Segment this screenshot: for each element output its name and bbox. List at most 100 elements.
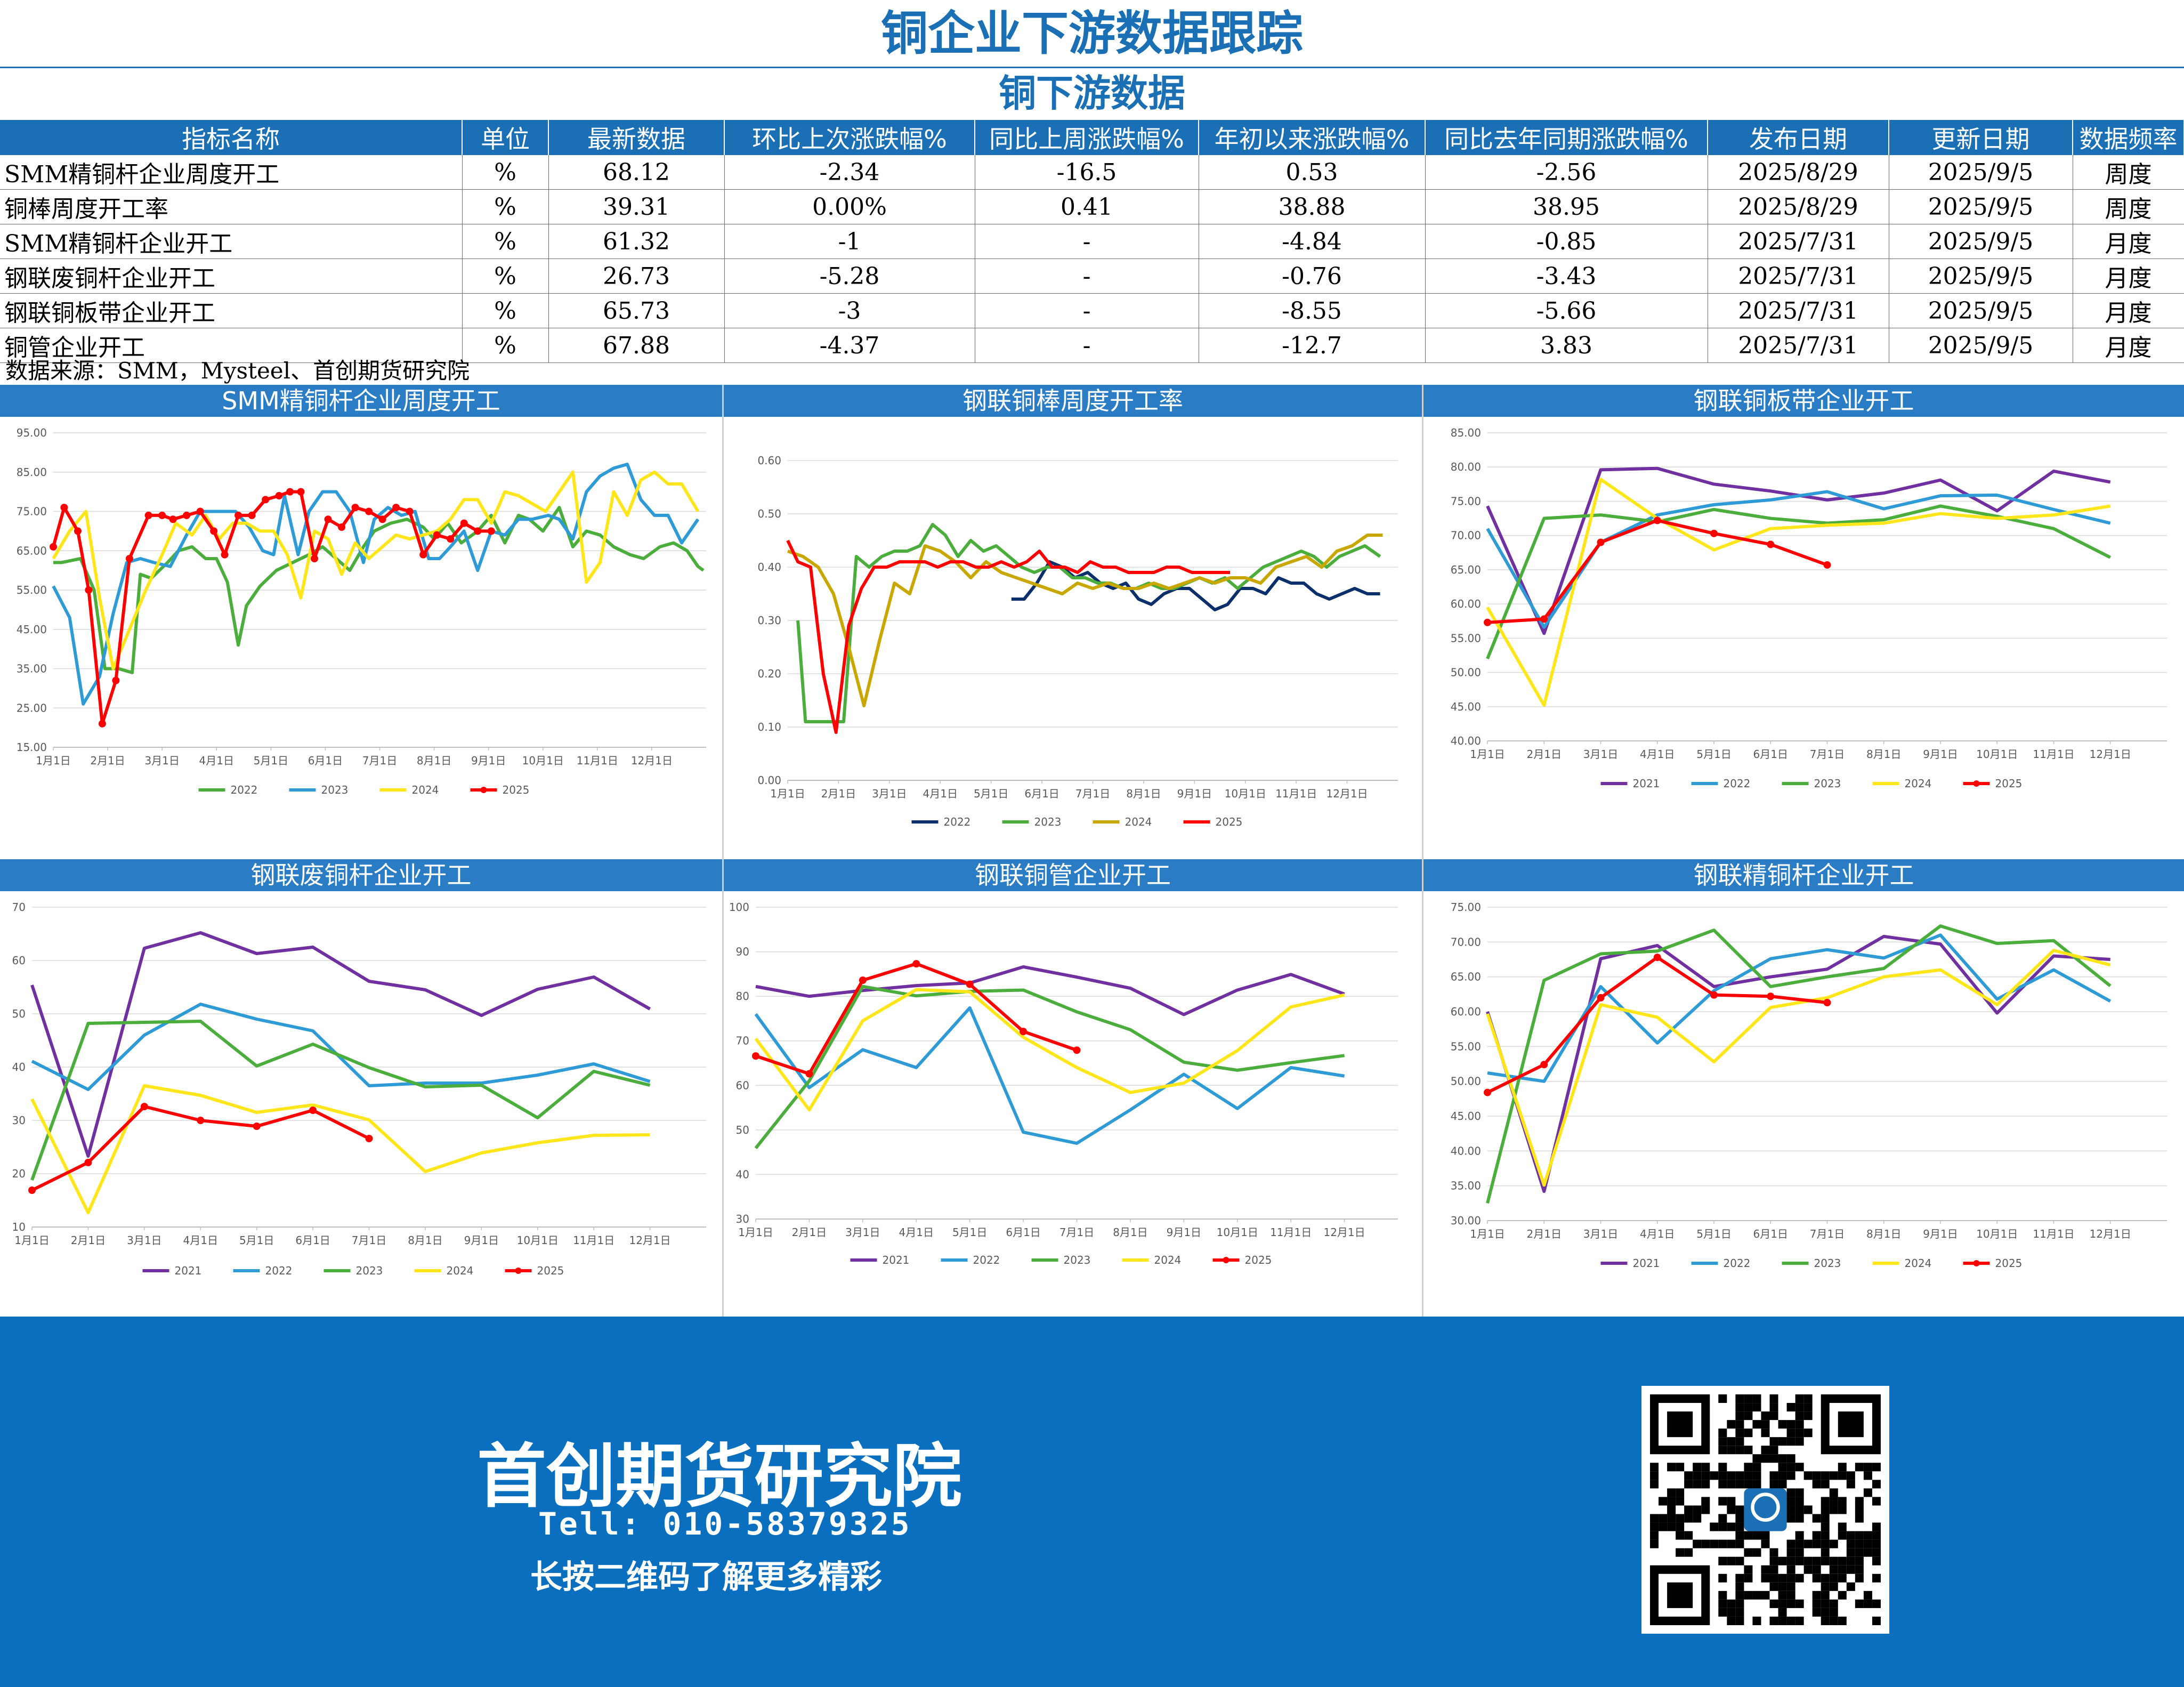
x-tick-label: 6月1日: [295, 1234, 330, 1247]
y-tick-label: 50.00: [1451, 666, 1481, 679]
table-cell: %: [462, 328, 549, 363]
table-cell: -12.7: [1199, 328, 1426, 363]
qr-module: [1727, 1522, 1736, 1531]
table-cell: -3: [724, 293, 975, 328]
table-cell: 2025/9/5: [1889, 155, 2073, 190]
x-tick-label: 10月1日: [1217, 1226, 1258, 1239]
legend-label: 2025: [1216, 816, 1243, 828]
column-header: 单位: [462, 120, 549, 155]
legend-label: 2024: [412, 784, 439, 796]
qr-module: [1744, 1548, 1753, 1557]
x-tick-label: 7月1日: [1810, 1228, 1845, 1240]
qr-module: [1778, 1437, 1787, 1446]
chart-refined-rod: 30.00 35.00 40.00 45.00 50.00 55.00 60.00 65.00…: [1451, 901, 2167, 1270]
qr-module: [1778, 1454, 1787, 1463]
qr-finder-eye: [1667, 1582, 1693, 1608]
qr-module: [1803, 1411, 1813, 1420]
chart-panel-refined-rod: 钢联精铜杆企业开工 30.00 35.00 40.00 45.00 50.00 55.00…: [1423, 859, 2184, 1317]
x-tick-label: 10月1日: [517, 1234, 559, 1247]
table-row: SMM精铜杆企业开工% 61.32 -1- -4.84 -0.85 2025/7/31 20…: [0, 224, 2184, 259]
qr-module: [1803, 1556, 1813, 1565]
x-tick-label: 10月1日: [522, 754, 564, 767]
legend-label: 2025: [503, 784, 530, 796]
qr-module: [1786, 1454, 1795, 1463]
y-tick-label: 70.00: [1451, 529, 1481, 542]
legend-label: 2021: [175, 1264, 202, 1277]
table-cell: 周度: [2073, 189, 2184, 224]
y-tick-label: 10: [12, 1221, 26, 1233]
qr-module: [1676, 1531, 1685, 1540]
y-tick-label: 0.20: [757, 667, 781, 680]
qr-module: [1718, 1463, 1727, 1472]
data-point-2025: [447, 535, 455, 543]
x-tick-label: 8月1日: [1866, 1228, 1901, 1240]
x-tick-label: 12月1日: [2090, 748, 2131, 761]
data-point-2025: [311, 555, 318, 562]
x-tick-label: 11月1日: [577, 754, 618, 767]
y-tick-label: 70.00: [1451, 935, 1481, 948]
y-tick-label: 25.00: [17, 701, 47, 714]
qr-module: [1838, 1463, 1847, 1472]
data-point-2025: [125, 555, 133, 562]
qr-module: [1846, 1582, 1855, 1591]
qr-module: [1786, 1582, 1795, 1591]
qr-module: [1659, 1522, 1668, 1531]
series-line-2022: [31, 1003, 651, 1091]
y-tick-label: 70: [12, 901, 26, 914]
data-source-note: 数据来源：SMM，Mysteel、首创期货研究院: [5, 358, 470, 384]
chart-panel-smm-weekly: SMM精铜杆企业周度开工 15.00 25.00 35.00 45.00 55.00 65…: [0, 385, 724, 859]
qr-module: [1727, 1556, 1736, 1565]
legend-label: 2023: [1064, 1254, 1091, 1266]
table-row: 铜管企业开工% 67.88 -4.37- -12.7 3.83 2025/7/31 2025…: [0, 328, 2184, 363]
qr-module: [1812, 1539, 1821, 1548]
table-cell: -: [975, 224, 1199, 259]
qr-module: [1727, 1599, 1736, 1608]
qr-module: [1718, 1522, 1727, 1531]
qr-module: [1735, 1522, 1744, 1531]
qr-module: [1795, 1428, 1804, 1438]
data-point-2025: [1484, 618, 1491, 626]
legend-label: 2022: [231, 784, 258, 796]
qr-module: [1812, 1556, 1821, 1565]
series-line-2025: [755, 962, 1078, 1076]
qr-module: [1701, 1539, 1710, 1548]
qr-module: [1676, 1522, 1685, 1531]
qr-module: [1803, 1565, 1813, 1574]
qr-module: [1684, 1480, 1693, 1489]
data-point-2025: [297, 488, 305, 496]
table-cell: -4.84: [1199, 224, 1426, 259]
qr-module: [1693, 1471, 1702, 1480]
qr-module: [1684, 1471, 1693, 1480]
y-tick-label: 40.00: [1451, 734, 1481, 747]
qr-module: [1701, 1463, 1710, 1472]
x-tick-label: 7月1日: [362, 754, 397, 767]
x-tick-label: 11月1日: [2033, 748, 2074, 761]
table-cell: 38.88: [1199, 189, 1426, 224]
qr-module: [1735, 1420, 1744, 1429]
qr-module: [1786, 1463, 1795, 1472]
qr-module: [1659, 1497, 1668, 1506]
qr-module: [1727, 1446, 1736, 1455]
indicator-table: 指标名称 单位 最新数据 环比上次涨跌幅% 同比上周涨跌幅% 年初以来涨跌幅% 同比去年同期…: [0, 120, 2184, 363]
data-point-2025: [406, 507, 414, 515]
y-tick-label: 30.00: [1451, 1214, 1481, 1227]
data-point-2025: [966, 980, 974, 988]
qr-module: [1829, 1616, 1838, 1625]
qr-module: [1744, 1411, 1753, 1420]
data-point-2025: [84, 1159, 92, 1166]
table-cell: 61.32: [548, 224, 725, 259]
qr-module: [1872, 1497, 1881, 1506]
data-point-2025: [752, 1052, 759, 1060]
qr-module: [1761, 1539, 1770, 1548]
table-row: 钢联铜板带企业开工% 65.73 -3- -8.55 -5.66 2025/7/31 202…: [0, 293, 2184, 328]
x-tick-label: 6月1日: [1024, 787, 1059, 800]
qr-module: [1727, 1480, 1736, 1489]
x-tick-label: 2月1日: [792, 1226, 827, 1239]
chart-title: SMM精铜杆企业周度开工: [0, 385, 722, 417]
qr-module: [1829, 1497, 1838, 1506]
qr-module: [1769, 1573, 1778, 1583]
qr-module: [1761, 1454, 1770, 1463]
chart-smm-weekly: 15.00 25.00 35.00 45.00 55.00 65.00 75.00 85.00…: [17, 426, 706, 796]
qr-code[interactable]: [1641, 1386, 1889, 1634]
x-tick-label: 7月1日: [1810, 748, 1845, 761]
